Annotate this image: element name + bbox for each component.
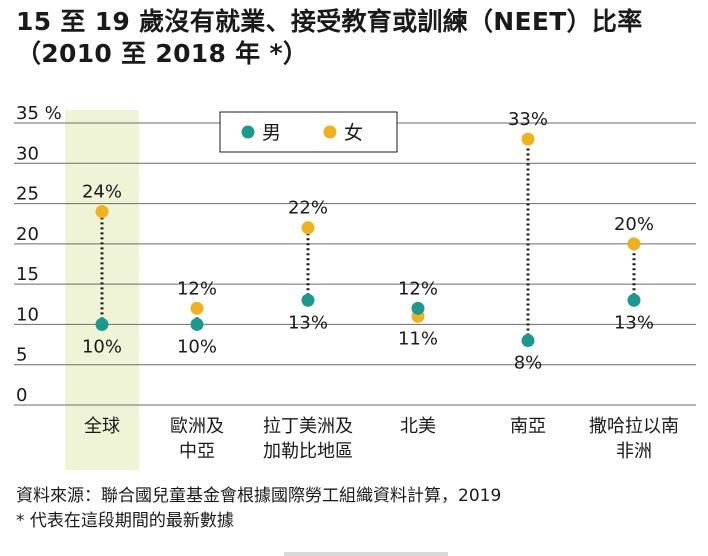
- female-dot: [521, 132, 535, 146]
- category-label: 歐洲及中亞: [170, 416, 224, 462]
- y-tick-label: 20: [16, 224, 39, 245]
- category-label-line: 加勒比地區: [263, 441, 353, 462]
- y-tick-label: 35 %: [16, 103, 62, 124]
- y-tick-label: 25: [16, 184, 39, 205]
- female-dot: [95, 205, 109, 219]
- category-label-line: 全球: [84, 416, 120, 437]
- female-value-label: 11%: [398, 328, 438, 349]
- category-label: 南亞: [510, 416, 546, 437]
- category-label-line: 北美: [400, 416, 436, 437]
- male-dot: [301, 293, 315, 307]
- male-value-label: 13%: [614, 312, 654, 333]
- category-label: 拉丁美洲及加勒比地區: [263, 416, 353, 462]
- legend-swatch: [241, 125, 255, 139]
- male-dot: [521, 334, 535, 348]
- male-value-label: 10%: [82, 336, 122, 357]
- category-label-line: 非洲: [616, 441, 652, 462]
- highlight-band: [65, 110, 139, 470]
- category-label-line: 中亞: [179, 441, 215, 462]
- y-tick-label: 15: [16, 264, 39, 285]
- female-dot: [627, 237, 641, 251]
- male-dot: [190, 317, 204, 331]
- female-value-label: 12%: [177, 278, 217, 299]
- category-label-line: 撒哈拉以南: [589, 416, 679, 437]
- category-label-line: 南亞: [510, 416, 546, 437]
- female-dot: [190, 301, 204, 315]
- male-dot: [411, 301, 425, 315]
- y-tick-label: 5: [16, 345, 27, 366]
- male-value-label: 10%: [177, 336, 217, 357]
- scroll-indicator: [284, 552, 448, 556]
- male-dot: [627, 293, 641, 307]
- female-value-label: 24%: [82, 182, 122, 203]
- category-label: 全球: [84, 416, 120, 437]
- chart-title-line2: （2010 至 2018 年 *）: [16, 39, 309, 68]
- female-dot: [301, 221, 315, 235]
- legend-label: 女: [344, 122, 363, 144]
- chart-footer: 資料來源：聯合國兒童基金會根據國際勞工組織資料計算，2019 * 代表在這段期間…: [16, 484, 696, 534]
- chart-title: 15 至 19 歲沒有就業、接受教育或訓練（NEET）比率 （2010 至 20…: [16, 6, 696, 70]
- source-note: 資料來源：聯合國兒童基金會根據國際勞工組織資料計算，2019: [16, 486, 502, 506]
- legend-label: 男: [262, 122, 281, 144]
- category-label: 撒哈拉以南非洲: [589, 416, 679, 462]
- y-tick-label: 30: [16, 143, 39, 164]
- category-label: 北美: [400, 416, 436, 437]
- male-value-label: 12%: [398, 278, 438, 299]
- asterisk-note: * 代表在這段期間的最新數據: [16, 511, 234, 531]
- y-tick-label: 10: [16, 304, 39, 325]
- female-value-label: 33%: [508, 109, 548, 130]
- female-value-label: 22%: [288, 198, 328, 219]
- category-label-line: 拉丁美洲及: [263, 416, 353, 437]
- chart-title-line1: 15 至 19 歲沒有就業、接受教育或訓練（NEET）比率: [16, 7, 643, 36]
- legend-swatch: [323, 125, 337, 139]
- male-dot: [95, 317, 109, 331]
- male-value-label: 8%: [514, 353, 543, 374]
- category-label-line: 歐洲及: [170, 416, 224, 437]
- y-tick-label: 0: [16, 385, 27, 406]
- male-value-label: 13%: [288, 312, 328, 333]
- female-value-label: 20%: [614, 214, 654, 235]
